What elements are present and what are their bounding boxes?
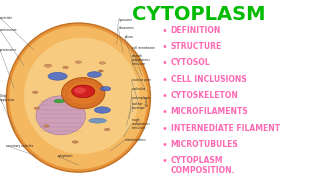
Text: CELL INCLUSIONS: CELL INCLUSIONS [171, 75, 246, 84]
Text: centriole: centriole [0, 16, 13, 20]
Ellipse shape [104, 128, 110, 131]
Ellipse shape [32, 91, 38, 94]
Text: nuclear
envelope: nuclear envelope [132, 102, 145, 111]
Text: MICROTUBULES: MICROTUBULES [171, 140, 238, 149]
Ellipse shape [75, 61, 82, 63]
Text: peroxisome: peroxisome [0, 48, 17, 52]
Text: mitochondrion: mitochondrion [125, 138, 147, 142]
Text: secretary vesicles: secretary vesicles [6, 143, 34, 147]
Text: cytoplasm: cytoplasm [58, 154, 73, 158]
Circle shape [74, 87, 86, 94]
Ellipse shape [94, 107, 110, 113]
Ellipse shape [72, 141, 78, 143]
Text: DEFINITION: DEFINITION [171, 26, 221, 35]
Text: CYTOPLASM
COMPOSITION.: CYTOPLASM COMPOSITION. [171, 156, 235, 175]
Ellipse shape [36, 96, 86, 135]
Text: lysosome: lysosome [119, 17, 133, 22]
Text: •: • [162, 107, 167, 117]
Text: ribosomes: ribosomes [119, 26, 134, 30]
Text: nucleolus: nucleolus [132, 87, 146, 91]
Text: CYTOSKELETON: CYTOSKELETON [171, 91, 238, 100]
Text: nucleoplasm: nucleoplasm [132, 96, 151, 100]
Text: •: • [162, 58, 167, 68]
Text: CYTOSOL: CYTOSOL [171, 58, 210, 67]
Text: MICROFILAMENTS: MICROFILAMENTS [171, 107, 248, 116]
Ellipse shape [63, 66, 68, 69]
Ellipse shape [100, 87, 111, 91]
Ellipse shape [44, 125, 49, 127]
Ellipse shape [24, 38, 139, 154]
Ellipse shape [6, 23, 150, 172]
Ellipse shape [54, 99, 64, 103]
Text: smooth
endoplasmic
reticulum: smooth endoplasmic reticulum [132, 54, 151, 66]
Text: cell membrane: cell membrane [132, 46, 154, 50]
Circle shape [72, 85, 95, 98]
Ellipse shape [87, 72, 101, 77]
Ellipse shape [34, 107, 40, 109]
Text: •: • [162, 124, 167, 134]
Text: STRUCTURE: STRUCTURE [171, 42, 222, 51]
Text: cytosol: cytosol [145, 96, 149, 106]
Text: cilium: cilium [125, 35, 134, 39]
Text: centrosome: centrosome [0, 28, 18, 32]
Text: nuclear pore: nuclear pore [132, 78, 150, 82]
Text: CYTOPLASM: CYTOPLASM [132, 5, 265, 24]
Text: •: • [162, 42, 167, 52]
Ellipse shape [9, 26, 148, 169]
Text: Golgi
apparatus: Golgi apparatus [0, 94, 15, 102]
Ellipse shape [44, 64, 52, 67]
Ellipse shape [89, 118, 106, 123]
Text: •: • [162, 75, 167, 85]
Text: •: • [162, 26, 167, 36]
Text: rough
endoplasmic
reticulum: rough endoplasmic reticulum [132, 118, 151, 130]
Text: •: • [162, 156, 167, 166]
Text: INTERNEDIATE FILAMENT: INTERNEDIATE FILAMENT [171, 124, 280, 133]
Ellipse shape [99, 62, 106, 64]
Text: •: • [162, 91, 167, 101]
Ellipse shape [48, 72, 67, 80]
Text: •: • [162, 140, 167, 150]
Ellipse shape [98, 70, 103, 72]
Ellipse shape [61, 78, 105, 109]
